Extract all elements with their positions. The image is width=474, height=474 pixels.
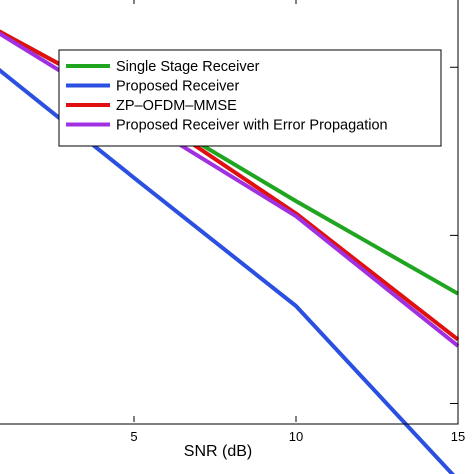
x-axis-label: SNR (dB) — [184, 443, 252, 460]
legend-box — [58, 49, 442, 147]
series-line-4 — [0, 31, 460, 348]
plot-frame — [0, 0, 459, 425]
legend-label-1: Single Stage Receiver — [116, 59, 260, 75]
x-tick-label: 15 — [451, 429, 465, 444]
legend-label-2: Proposed Receiver — [116, 79, 239, 95]
legend: Single Stage Receiver Proposed Receiver ZP… — [58, 49, 442, 147]
series-line-3 — [0, 29, 460, 342]
legend-label-4: Proposed Receiver with Error Propagation — [116, 118, 388, 134]
x-tick-label: 5 — [130, 429, 137, 444]
legend-label-3: ZP–OFDM–MMSE — [116, 98, 237, 114]
series-line-2 — [0, 67, 455, 474]
legend-items: Single Stage Receiver Proposed Receiver ZP… — [66, 59, 388, 134]
x-tick-label: 10 — [289, 429, 303, 444]
series-layer — [0, 29, 460, 474]
ticks-layer: 5 10 15 — [130, 0, 465, 444]
